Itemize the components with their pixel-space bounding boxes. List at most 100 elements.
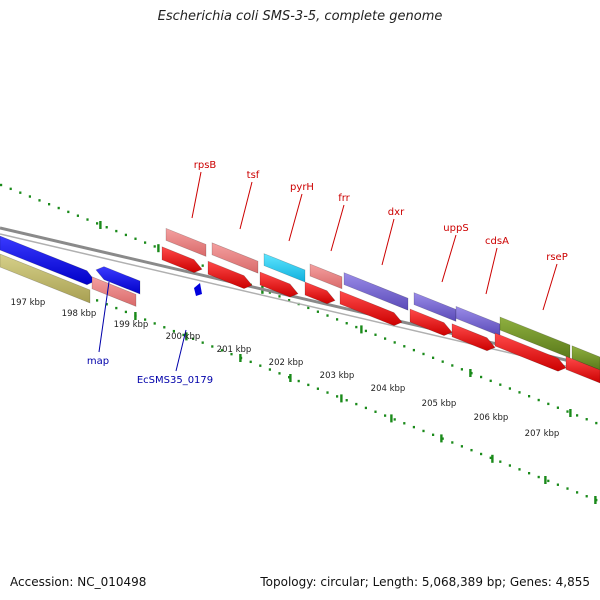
- gene-feature-red: [409, 308, 453, 336]
- major-tick: [569, 409, 572, 417]
- backbone-line-lower: [0, 233, 600, 375]
- minor-tick: [153, 322, 156, 325]
- gene-feature-red: [259, 271, 299, 298]
- minor-tick: [124, 310, 127, 314]
- minor-tick: [537, 475, 540, 479]
- label-leader-line: [175, 329, 187, 372]
- minor-tick: [547, 402, 550, 406]
- minor-tick: [499, 460, 502, 463]
- minor-tick: [144, 318, 147, 321]
- major-tick: [157, 244, 160, 253]
- minor-tick: [441, 437, 444, 440]
- major-tick: [440, 434, 443, 443]
- label-leader-line: [381, 218, 395, 266]
- gene-feature-blue: [0, 235, 96, 286]
- gene-label-cdsa: cdsA: [485, 236, 509, 247]
- minor-tick: [364, 329, 367, 333]
- minor-tick: [499, 383, 502, 386]
- minor-tick: [326, 391, 329, 394]
- kbp-label: 207 kbp: [525, 429, 560, 439]
- minor-tick: [124, 233, 127, 237]
- minor-tick: [28, 195, 31, 198]
- minor-tick: [384, 337, 387, 340]
- gene-labels: rpsB tsf pyrH frr dxr uppS cdsA rseP map EcSMS35_…: [87, 160, 568, 386]
- minor-tick: [38, 199, 41, 202]
- minor-tick: [336, 395, 339, 398]
- minor-tick: [384, 414, 387, 417]
- major-tick: [340, 394, 343, 403]
- minor-tick: [9, 187, 12, 191]
- gene-feature-red: [304, 281, 336, 305]
- outer-tick-row: [0, 183, 598, 425]
- minor-tick: [585, 418, 588, 421]
- minor-tick: [460, 445, 463, 448]
- gene-feature-purple: [343, 272, 409, 311]
- gene-feature-red: [207, 260, 253, 289]
- minor-tick: [432, 433, 435, 436]
- minor-tick: [288, 299, 291, 302]
- minor-tick: [556, 406, 559, 409]
- gene-label-frr: frr: [338, 193, 350, 204]
- minor-tick: [528, 395, 531, 398]
- minor-tick: [576, 414, 579, 417]
- minor-tick: [547, 479, 550, 483]
- gene-feature-pink: [309, 263, 343, 290]
- gene-label-upps: uppS: [443, 223, 468, 234]
- kbp-label: 199 kbp: [114, 320, 149, 330]
- minor-tick: [585, 495, 588, 498]
- minor-tick: [192, 337, 195, 340]
- gene-feature-olive: [571, 345, 600, 371]
- minor-tick: [508, 387, 511, 390]
- minor-tick: [451, 441, 454, 444]
- minor-tick: [355, 325, 358, 329]
- gene-feature-pink: [165, 227, 207, 257]
- gene-feature-small-blue: [194, 283, 202, 296]
- minor-tick: [374, 410, 377, 413]
- minor-tick: [115, 306, 118, 310]
- minor-tick: [268, 368, 271, 371]
- major-tick: [360, 325, 363, 334]
- label-leader-line: [98, 281, 110, 353]
- minor-tick: [115, 229, 118, 233]
- minor-tick: [230, 352, 233, 356]
- label-leader-line: [191, 171, 202, 219]
- minor-tick: [489, 456, 492, 460]
- kbp-label: 202 kbp: [269, 358, 304, 368]
- minor-tick: [470, 448, 473, 452]
- gene-feature-red: [565, 355, 600, 384]
- minor-tick: [460, 368, 463, 371]
- gene-feature-red: [451, 323, 496, 352]
- kbp-label: 201 kbp: [217, 345, 252, 355]
- kbp-label: 197 kbp: [11, 298, 46, 308]
- minor-tick: [518, 468, 521, 471]
- minor-tick: [144, 241, 147, 244]
- minor-tick: [278, 295, 281, 298]
- minor-tick: [105, 226, 108, 229]
- gene-feature-blue: [95, 266, 141, 295]
- minor-tick: [412, 348, 415, 352]
- gene-label-tsf: tsf: [247, 170, 260, 181]
- minor-tick: [220, 349, 223, 352]
- major-tick: [491, 454, 494, 463]
- minor-tick: [422, 429, 425, 433]
- gene-feature-khaki: [0, 253, 91, 304]
- minor-tick: [57, 206, 60, 210]
- minor-tick: [307, 306, 310, 310]
- minor-tick: [153, 245, 156, 248]
- minor-tick: [432, 356, 435, 359]
- major-tick: [134, 312, 137, 320]
- kbp-label: 198 kbp: [62, 309, 97, 319]
- minor-tick: [259, 364, 262, 367]
- minor-tick: [336, 318, 339, 321]
- page-title: Escherichia coli SMS-3-5, complete genom…: [157, 9, 443, 24]
- label-leader-line: [441, 234, 457, 283]
- minor-tick: [480, 375, 483, 379]
- label-leader-line: [330, 204, 345, 252]
- minor-tick: [182, 333, 185, 337]
- minor-tick: [67, 210, 70, 214]
- kbp-label: 205 kbp: [422, 399, 457, 409]
- minor-tick: [96, 222, 99, 225]
- minor-tick: [288, 376, 291, 379]
